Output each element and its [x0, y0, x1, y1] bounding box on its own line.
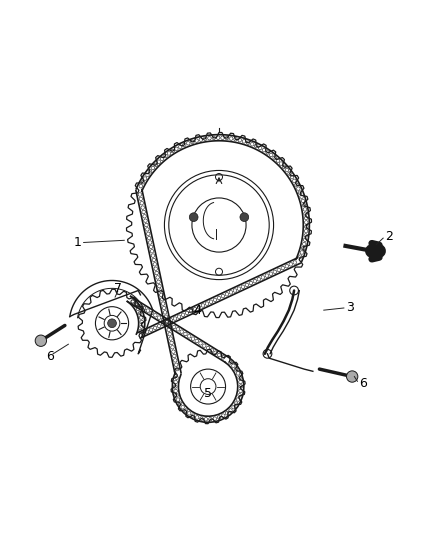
Circle shape — [108, 319, 117, 328]
Circle shape — [240, 213, 249, 222]
Text: 1: 1 — [74, 236, 81, 249]
Circle shape — [346, 371, 358, 382]
Text: 4: 4 — [194, 304, 201, 317]
Text: 2: 2 — [385, 230, 393, 243]
Text: 3: 3 — [346, 302, 353, 314]
Text: 6: 6 — [359, 377, 367, 390]
Text: 7: 7 — [114, 282, 122, 295]
Circle shape — [35, 335, 46, 346]
Circle shape — [189, 213, 198, 222]
Text: 6: 6 — [46, 350, 53, 362]
Text: 5: 5 — [204, 386, 212, 400]
